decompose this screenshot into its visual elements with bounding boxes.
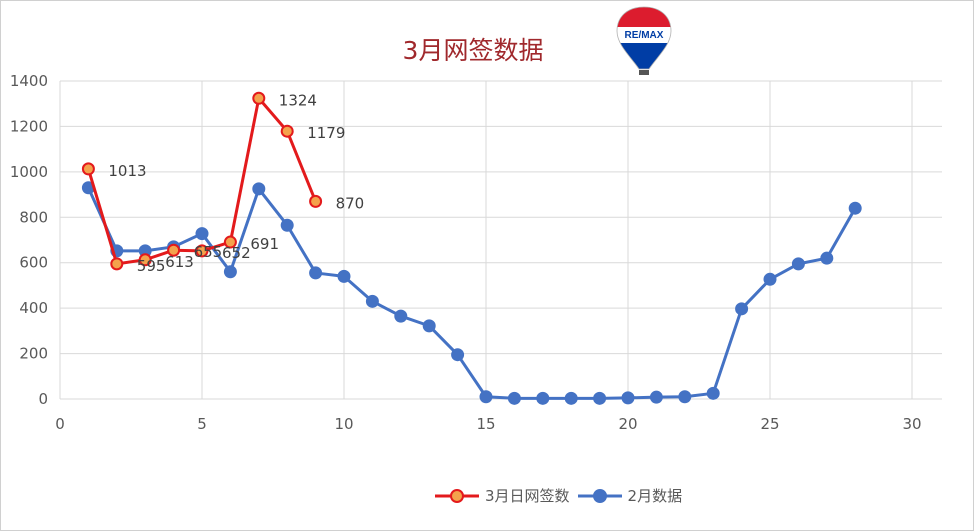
y-tick-label: 200 [19, 345, 48, 363]
data-point-march [110, 257, 124, 271]
legend: 3月日网签数 2月数据 [433, 485, 688, 506]
data-point-february [763, 272, 777, 286]
data-point-february [536, 391, 550, 405]
legend-swatch-march [435, 488, 479, 503]
data-point-march [252, 91, 266, 105]
x-tick-label: 10 [334, 415, 353, 433]
x-tick-label: 30 [902, 415, 921, 433]
data-point-february [706, 386, 720, 400]
axis-labels: 0 200 400 600 800 1000 1200 1400 0 5 10 15 20 25 30 [10, 72, 922, 433]
x-tick-label: 15 [476, 415, 495, 433]
data-label: 652 [222, 244, 251, 262]
y-tick-label: 1400 [10, 72, 48, 90]
data-point-february [479, 390, 493, 404]
remax-balloon-logo: RE/MAX [616, 6, 672, 75]
gridlines [59, 80, 942, 400]
data-point-february [337, 269, 351, 283]
data-point-february [252, 182, 266, 196]
y-tick-label: 800 [19, 208, 48, 226]
data-point-february [621, 391, 635, 405]
data-label: 1013 [108, 162, 146, 180]
data-point-february [820, 251, 834, 265]
data-label: 691 [250, 235, 279, 253]
legend-item-march: 3月日网签数 [433, 485, 570, 506]
x-tick-label: 0 [55, 415, 65, 433]
data-point-february [735, 302, 749, 316]
data-point-february [507, 391, 521, 405]
data-point-march [223, 235, 237, 249]
data-point-february [678, 390, 692, 404]
data-point-february [195, 227, 209, 241]
data-point-march [167, 243, 181, 257]
data-point-february [422, 319, 436, 333]
data-point-march [195, 244, 209, 258]
legend-label-february: 2月数据 [627, 487, 683, 505]
series-lines [81, 91, 862, 405]
x-tick-label: 25 [760, 415, 779, 433]
data-point-february [223, 265, 237, 279]
series-line-february [87, 187, 857, 400]
data-point-february [848, 201, 862, 215]
y-tick-label: 0 [38, 390, 48, 408]
legend-item-february: 2月数据 [576, 485, 683, 506]
data-point-march [309, 194, 323, 208]
data-label: 613 [165, 253, 194, 271]
data-point-february [593, 391, 607, 405]
data-label: 595 [137, 257, 166, 275]
data-label: 1324 [279, 91, 317, 109]
legend-label-march: 3月日网签数 [485, 487, 570, 505]
data-point-february [791, 257, 805, 271]
data-point-march [138, 253, 152, 267]
chart-title: 3月网签数据 [402, 36, 544, 65]
data-point-march [81, 162, 95, 176]
data-point-february [280, 218, 294, 232]
data-point-february [564, 391, 578, 405]
data-label: 870 [336, 194, 365, 212]
y-tick-label: 600 [19, 254, 48, 272]
logo-text: RE/MAX [625, 30, 664, 41]
legend-swatch-february [577, 488, 622, 503]
data-point-february [394, 309, 408, 323]
x-tick-label: 5 [197, 415, 207, 433]
data-point-february [649, 390, 663, 404]
data-point-february [309, 266, 323, 280]
y-tick-label: 1000 [10, 163, 48, 181]
data-point-february [451, 348, 465, 362]
y-tick-label: 1200 [10, 117, 48, 135]
data-label: 1179 [307, 124, 345, 142]
data-point-march [280, 124, 294, 138]
x-tick-label: 20 [618, 415, 637, 433]
data-label: 655 [194, 243, 223, 261]
data-point-february [365, 294, 379, 308]
y-tick-label: 400 [19, 299, 48, 317]
